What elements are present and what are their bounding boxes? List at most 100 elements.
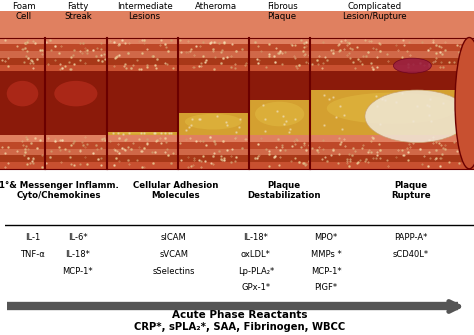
- Bar: [310, 31, 474, 65]
- Bar: [0, 17, 45, 51]
- Bar: [45, 128, 107, 162]
- Text: Plaque
Destabilization: Plaque Destabilization: [247, 181, 321, 200]
- Bar: [310, 10, 474, 44]
- Bar: [249, 10, 310, 44]
- Bar: [310, 122, 474, 155]
- Text: IL-1: IL-1: [25, 232, 40, 242]
- Bar: [45, 38, 107, 169]
- Ellipse shape: [54, 81, 98, 107]
- Text: Fatty
Streak: Fatty Streak: [64, 2, 92, 21]
- Bar: [45, 38, 107, 71]
- Text: Complicated
Lesion/Rupture: Complicated Lesion/Rupture: [342, 2, 407, 21]
- Bar: [45, 71, 107, 135]
- Text: MCP-1*: MCP-1*: [62, 267, 93, 276]
- Bar: [107, 132, 178, 135]
- Bar: [310, 38, 474, 71]
- Text: 1°& Messenger Inflamm.
Cyto/Chemokines: 1°& Messenger Inflamm. Cyto/Chemokines: [0, 181, 118, 200]
- Bar: [310, 17, 474, 51]
- Bar: [310, 115, 474, 149]
- Bar: [0, 71, 45, 135]
- Bar: [178, 108, 249, 142]
- Ellipse shape: [185, 114, 242, 130]
- Bar: [249, 128, 310, 162]
- Bar: [249, 122, 310, 155]
- Bar: [107, 135, 178, 169]
- Bar: [310, 24, 474, 58]
- Bar: [0, 38, 45, 71]
- Bar: [249, 100, 310, 135]
- Text: PlGF*: PlGF*: [315, 283, 338, 292]
- Bar: [178, 115, 249, 149]
- Bar: [178, 71, 249, 113]
- Bar: [45, 24, 107, 58]
- Text: Lp-PLA₂*: Lp-PLA₂*: [237, 267, 274, 276]
- Bar: [45, 10, 107, 44]
- Text: sVCAM: sVCAM: [159, 250, 188, 259]
- Bar: [107, 38, 178, 169]
- Bar: [107, 38, 178, 71]
- Bar: [107, 122, 178, 155]
- Bar: [107, 128, 178, 162]
- Bar: [107, 71, 178, 132]
- Bar: [249, 38, 310, 169]
- Bar: [310, 38, 474, 169]
- Ellipse shape: [393, 58, 431, 73]
- Text: sSelectins: sSelectins: [153, 267, 195, 276]
- Bar: [0, 24, 45, 58]
- Bar: [178, 24, 249, 58]
- Bar: [178, 38, 249, 71]
- Bar: [310, 135, 474, 169]
- Ellipse shape: [114, 132, 171, 134]
- Bar: [178, 122, 249, 155]
- Bar: [0, 122, 45, 155]
- Ellipse shape: [455, 38, 474, 169]
- Text: Plaque
Rupture: Plaque Rupture: [391, 181, 430, 200]
- Bar: [178, 128, 249, 162]
- Bar: [310, 90, 474, 135]
- Bar: [178, 113, 249, 135]
- Text: Foam
Cell: Foam Cell: [12, 2, 36, 21]
- Bar: [178, 135, 249, 169]
- Text: IL-18*: IL-18*: [243, 232, 268, 242]
- Bar: [107, 108, 178, 142]
- Text: IL-18*: IL-18*: [65, 250, 90, 259]
- Bar: [0, 135, 45, 169]
- Text: MMPs *: MMPs *: [311, 250, 342, 259]
- Bar: [107, 115, 178, 149]
- Text: Fibrous
Plaque: Fibrous Plaque: [267, 2, 297, 21]
- Bar: [178, 17, 249, 51]
- Bar: [178, 10, 249, 44]
- Bar: [45, 135, 107, 169]
- Bar: [45, 108, 107, 142]
- Bar: [0, 108, 45, 142]
- Bar: [310, 71, 474, 90]
- Bar: [249, 135, 310, 169]
- Bar: [107, 17, 178, 51]
- Text: MPO*: MPO*: [315, 232, 338, 242]
- Bar: [45, 17, 107, 51]
- Bar: [249, 24, 310, 58]
- Bar: [107, 24, 178, 58]
- Bar: [310, 108, 474, 142]
- Bar: [45, 122, 107, 155]
- Bar: [107, 31, 178, 65]
- Bar: [0, 115, 45, 149]
- Text: GPx-1*: GPx-1*: [241, 283, 270, 292]
- Text: CRP*, sPLA₂*, SAA, Fibrinogen, WBCC: CRP*, sPLA₂*, SAA, Fibrinogen, WBCC: [134, 322, 345, 332]
- Text: oxLDL*: oxLDL*: [241, 250, 271, 259]
- Bar: [249, 71, 310, 100]
- Text: Acute Phase Reactants: Acute Phase Reactants: [172, 310, 307, 320]
- Ellipse shape: [365, 90, 469, 143]
- Bar: [249, 17, 310, 51]
- Text: MCP-1*: MCP-1*: [311, 267, 341, 276]
- Bar: [178, 38, 249, 169]
- Bar: [178, 31, 249, 65]
- Text: Atheroma: Atheroma: [195, 2, 237, 11]
- Bar: [0, 38, 45, 169]
- Text: PAPP-A*: PAPP-A*: [394, 232, 428, 242]
- Text: IL-6*: IL-6*: [68, 232, 87, 242]
- Text: Cellular Adhesion
Molecules: Cellular Adhesion Molecules: [133, 181, 219, 200]
- Bar: [249, 115, 310, 149]
- Text: Intermediate
Lesions: Intermediate Lesions: [117, 2, 173, 21]
- Bar: [0, 10, 45, 44]
